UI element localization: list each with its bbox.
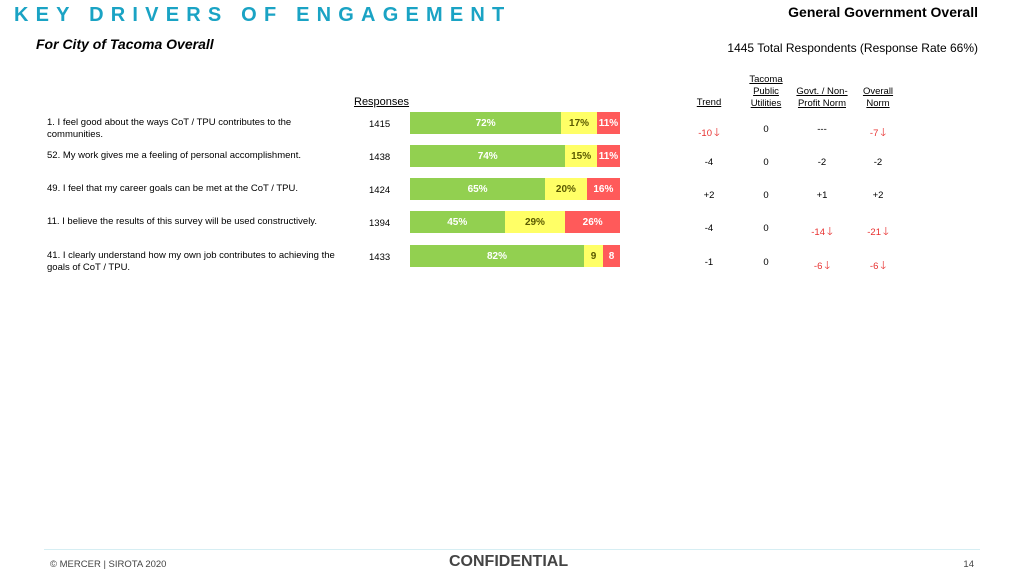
favorable-segment: 74%: [410, 145, 566, 167]
trend-cell-value: -4: [704, 157, 714, 168]
tacoma-cell: 0: [746, 124, 786, 135]
page-title: KEY DRIVERS OF ENGAGEMENT: [14, 4, 512, 26]
response-count: 1394: [369, 218, 391, 229]
tacoma-cell-value: 0: [763, 124, 769, 135]
footer-divider: [44, 549, 980, 550]
trend-cell: -10 🡓: [689, 124, 729, 143]
overall-norm-cell-value: -6: [869, 261, 879, 272]
favorable-segment: 65%: [410, 178, 546, 200]
neutral-segment: 9: [583, 245, 604, 267]
tacoma-cell: 0: [746, 157, 786, 168]
unfavorable-segment: 11%: [596, 145, 620, 167]
stacked-bar: 72% 17% 11%: [410, 112, 620, 134]
trend-cell-value: -4: [704, 223, 714, 234]
tacoma-cell: 0: [746, 223, 786, 234]
overall-norm-cell: +2: [858, 190, 898, 201]
question-text: 41. I clearly understand how my own job …: [47, 250, 335, 273]
tacoma-cell: 0: [746, 257, 786, 268]
stacked-bar: 45% 29% 26%: [410, 211, 620, 233]
unfavorable-segment: 16%: [586, 178, 620, 200]
report-scope-title: General Government Overall: [788, 4, 978, 20]
overall-norm-cell-value: -7: [869, 128, 879, 139]
trend-cell-value: +2: [703, 190, 715, 201]
govt-norm-cell: ---: [802, 124, 842, 135]
page-subtitle: For City of Tacoma Overall: [36, 36, 214, 52]
govt-norm-cell: -6 🡓: [802, 257, 842, 276]
favorable-segment: 45%: [410, 211, 505, 233]
responses-header: Responses: [354, 96, 410, 108]
unfavorable-segment: 26%: [565, 211, 620, 233]
govt-norm-cell-value: -14: [811, 227, 825, 238]
tacoma-cell-value: 0: [763, 257, 769, 268]
response-count: 1438: [369, 152, 391, 163]
neutral-segment: 20%: [545, 178, 587, 200]
overall-norm-cell-value: -21: [867, 227, 881, 238]
down-arrow-icon: 🡓: [714, 127, 720, 139]
trend-cell: -1: [689, 257, 729, 268]
trend-header: Trend: [696, 97, 722, 108]
stacked-bar: 65% 20% 16%: [410, 178, 620, 200]
response-count: 1415: [369, 119, 391, 130]
tacoma-cell-value: 0: [763, 190, 769, 201]
trend-cell-value: -1: [704, 257, 714, 268]
total-respondents: 1445 Total Respondents (Response Rate 66…: [727, 41, 978, 55]
question-text: 49. I feel that my career goals can be m…: [47, 183, 298, 194]
govt-norm-cell-value: ---: [817, 124, 827, 135]
govt-norm-cell: -2: [802, 157, 842, 168]
question-text: 52. My work gives me a feeling of person…: [47, 150, 301, 161]
down-arrow-icon: 🡓: [827, 226, 833, 238]
neutral-segment: 29%: [504, 211, 566, 233]
govt-norm-cell-value: -2: [817, 157, 827, 168]
trend-cell: -4: [689, 223, 729, 234]
govt-norm-header: Govt. / Non-Profit Norm: [796, 86, 848, 109]
govt-norm-cell: +1: [802, 190, 842, 201]
overall-norm-header: Overall Norm: [862, 86, 894, 109]
unfavorable-segment: 11%: [596, 112, 620, 134]
trend-cell: -4: [689, 157, 729, 168]
favorable-segment: 72%: [410, 112, 562, 134]
govt-norm-cell-value: +1: [816, 190, 828, 201]
down-arrow-icon: 🡓: [883, 226, 889, 238]
tacoma-cell: 0: [746, 190, 786, 201]
response-count: 1424: [369, 185, 391, 196]
tacoma-header: Tacoma Public Utilities: [749, 74, 783, 109]
neutral-segment: 17%: [561, 112, 597, 134]
overall-norm-cell: -7 🡓: [858, 124, 898, 143]
overall-norm-cell: -2: [858, 157, 898, 168]
down-arrow-icon: 🡓: [880, 127, 887, 139]
down-arrow-icon: 🡓: [880, 260, 887, 272]
down-arrow-icon: 🡓: [824, 260, 831, 272]
unfavorable-segment: 8: [603, 245, 620, 267]
overall-norm-cell-value: +2: [872, 190, 884, 201]
govt-norm-cell-value: -6: [813, 261, 823, 272]
confidential-label: CONFIDENTIAL: [449, 553, 569, 570]
tacoma-cell-value: 0: [763, 157, 769, 168]
overall-norm-cell: -6 🡓: [858, 257, 898, 276]
favorable-segment: 82%: [410, 245, 584, 267]
overall-norm-cell-value: -2: [873, 157, 883, 168]
page-number: 14: [963, 559, 974, 570]
question-text: 11. I believe the results of this survey…: [47, 216, 317, 227]
tacoma-cell-value: 0: [763, 223, 769, 234]
stacked-bar: 74% 15% 11%: [410, 145, 620, 167]
overall-norm-cell: -21 🡓: [858, 223, 898, 242]
trend-cell: +2: [689, 190, 729, 201]
neutral-segment: 15%: [565, 145, 597, 167]
copyright: © MERCER | SIROTA 2020: [50, 559, 167, 570]
response-count: 1433: [369, 252, 391, 263]
govt-norm-cell: -14 🡓: [802, 223, 842, 242]
stacked-bar: 82% 9 8: [410, 245, 620, 267]
trend-cell-value: -10: [698, 128, 712, 139]
question-text: 1. I feel good about the ways CoT / TPU …: [47, 117, 292, 140]
